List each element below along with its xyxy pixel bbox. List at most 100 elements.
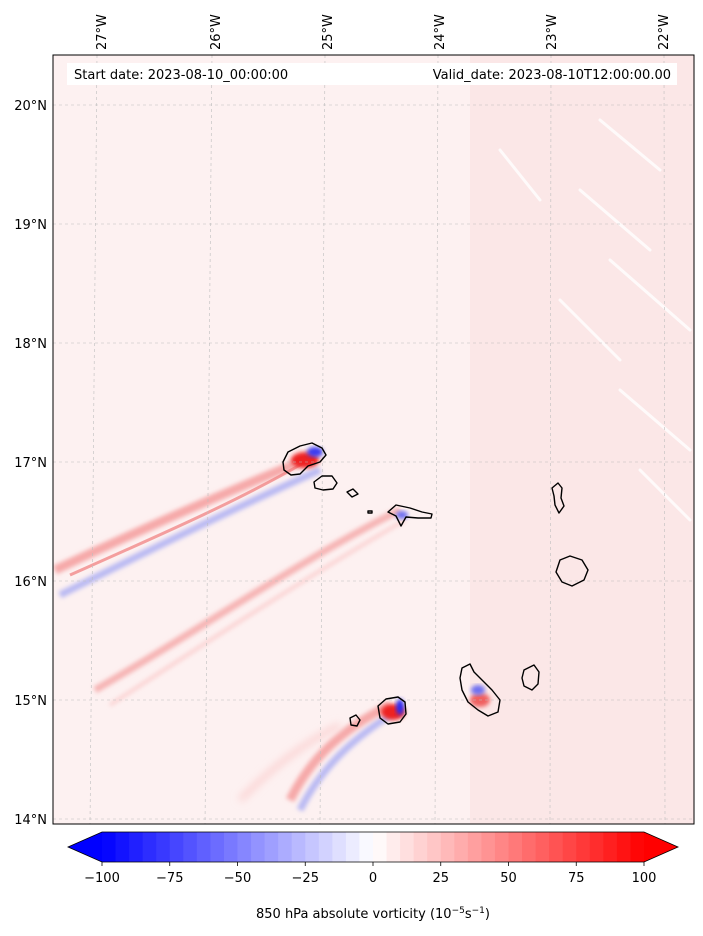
lat-label-19n: 19°N [14,218,47,233]
cb-tick-50: 50 [500,871,517,886]
colorbar: −100 −75 −50 −25 0 25 50 75 100 850 hPa … [67,831,679,922]
colorbar-cell [102,832,117,862]
colorbar-cell [183,832,198,862]
colorbar-cell [142,832,157,862]
longitude-labels: 27°W 26°W 25°W 24°W 23°W 22°W [95,14,672,50]
colorbar-cell [251,832,266,862]
island-santo-antao [282,442,327,476]
island-fogo [377,696,407,725]
cb-tick-25: 25 [432,871,449,886]
cb-tick-100: 100 [632,871,657,886]
colorbar-cell [359,832,374,862]
wake-streak-fogo [237,700,397,812]
map-panel [53,55,694,824]
latitude-labels: 20°N 19°N 18°N 17°N 16°N 15°N 14°N [14,99,47,828]
colorbar-cell [156,832,171,862]
gridlines [53,55,694,824]
island-vorticity-signals [291,447,490,720]
lon-label-22w: 22°W [657,14,672,50]
colorbar-cell [129,832,144,862]
eastern-vorticity-band [470,55,694,824]
colorbar-cell [616,832,632,862]
colorbar-cell [237,832,252,862]
colorbar-cell [494,832,510,862]
colorbar-cell [264,832,279,862]
colorbar-cell [318,832,333,862]
cb-tick-neg50: −50 [224,871,251,886]
colorbar-cell [589,832,604,862]
colorbar-cell [115,832,130,862]
colorbar-cell [196,832,211,862]
lon-label-24w: 24°W [433,14,448,50]
wake-streak-sao-nicolau [93,506,407,707]
header-box [67,63,677,85]
colorbar-cell [549,832,564,862]
colorbar-cell [576,832,591,862]
colorbar-cell [562,832,577,862]
island-brava [349,714,361,727]
colorbar-cell [223,832,239,862]
colorbar-cell [305,832,320,862]
colorbar-cell [291,832,306,862]
lat-label-17n: 17°N [14,456,47,471]
lat-label-14n: 14°N [14,813,47,828]
colorbar-cell [345,832,361,862]
colorbar-cell [278,832,293,862]
colorbar-cell [210,832,225,862]
lon-label-23w: 23°W [545,14,560,50]
colorbar-tick-labels: −100 −75 −50 −25 0 25 50 75 100 [84,871,656,886]
colorbar-cell [427,832,442,862]
colorbar-cell [413,832,428,862]
island-boa-vista [555,555,589,587]
lon-label-26w: 26°W [209,14,224,50]
wake-streak-santo-antao [53,457,322,599]
island-maio [521,664,540,691]
colorbar-title-mid: s [465,907,472,922]
colorbar-title-end: ) [485,907,490,922]
cb-tick-0: 0 [369,871,377,886]
coastlines [282,442,589,727]
colorbar-cell [535,832,550,862]
lon-label-27w: 27°W [95,14,110,50]
cb-tick-neg75: −75 [156,871,183,886]
colorbar-cell [332,832,347,862]
map-frame [52,54,695,825]
colorbar-cell [508,832,523,862]
colorbar-title-exp-a: −5 [452,906,465,916]
lat-label-18n: 18°N [14,337,47,352]
lat-label-20n: 20°N [14,99,47,114]
colorbar-ticks [101,862,645,866]
island-santiago [459,663,501,717]
colorbar-cell [440,832,455,862]
colorbar-cell [630,832,645,862]
islet-raso [367,510,373,514]
colorbar-cell [454,832,469,862]
lat-label-16n: 16°N [14,575,47,590]
colorbar-extend-max [644,832,678,862]
colorbar-cell [467,832,482,862]
colorbar-cell [169,832,184,862]
cb-tick-neg25: −25 [292,871,319,886]
island-sao-vicente [313,475,338,491]
colorbar-cell [603,832,618,862]
island-sal [551,482,565,514]
eastern-streaks [498,118,692,522]
island-sao-nicolau [387,504,433,527]
lat-label-15n: 15°N [14,694,47,709]
colorbar-cell [522,832,537,862]
colorbar-cell [481,832,496,862]
valid-date-label: Valid_date: 2023-08-10T12:00:00.00 [433,68,671,83]
cb-tick-75: 75 [568,871,585,886]
colorbar-cell [373,832,388,862]
colorbar-title-main: 850 hPa absolute vorticity (10 [256,907,452,922]
colorbar-cells [102,832,645,862]
island-santa-luzia [346,488,359,498]
colorbar-title-exp-b: −1 [472,906,485,916]
cb-tick-neg100: −100 [84,871,120,886]
lon-label-25w: 25°W [321,14,336,50]
colorbar-extend-min [68,832,102,862]
colorbar-cell [386,832,401,862]
colorbar-title: 850 hPa absolute vorticity (10−5s−1) [256,906,490,922]
colorbar-cell [400,832,415,862]
